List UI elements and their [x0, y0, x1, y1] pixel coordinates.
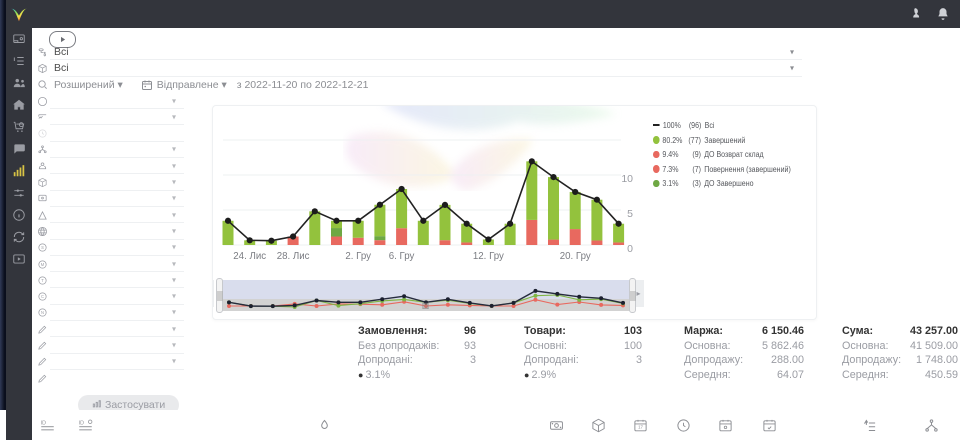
svg-text:6. Гру: 6. Гру: [389, 251, 415, 262]
svg-text:2. Гру: 2. Гру: [345, 251, 371, 262]
svg-text:28. Лис: 28. Лис: [277, 251, 310, 262]
svg-text:ID: ID: [78, 420, 83, 426]
svg-text:12. Гру: 12. Гру: [473, 251, 504, 262]
svg-text:5: 5: [627, 208, 633, 220]
svg-text:24. Лис: 24. Лис: [233, 251, 266, 262]
svg-text:M: M: [40, 262, 44, 267]
svg-text:0: 0: [627, 243, 633, 255]
svg-text:17: 17: [638, 424, 643, 429]
svg-text:C: C: [41, 294, 44, 299]
svg-text:ID: ID: [40, 420, 45, 426]
svg-text:N: N: [41, 310, 44, 315]
svg-text:20. Гру: 20. Гру: [560, 251, 591, 262]
svg-text:S: S: [41, 245, 44, 250]
svg-text:T: T: [41, 278, 44, 283]
svg-text:10: 10: [621, 173, 633, 185]
